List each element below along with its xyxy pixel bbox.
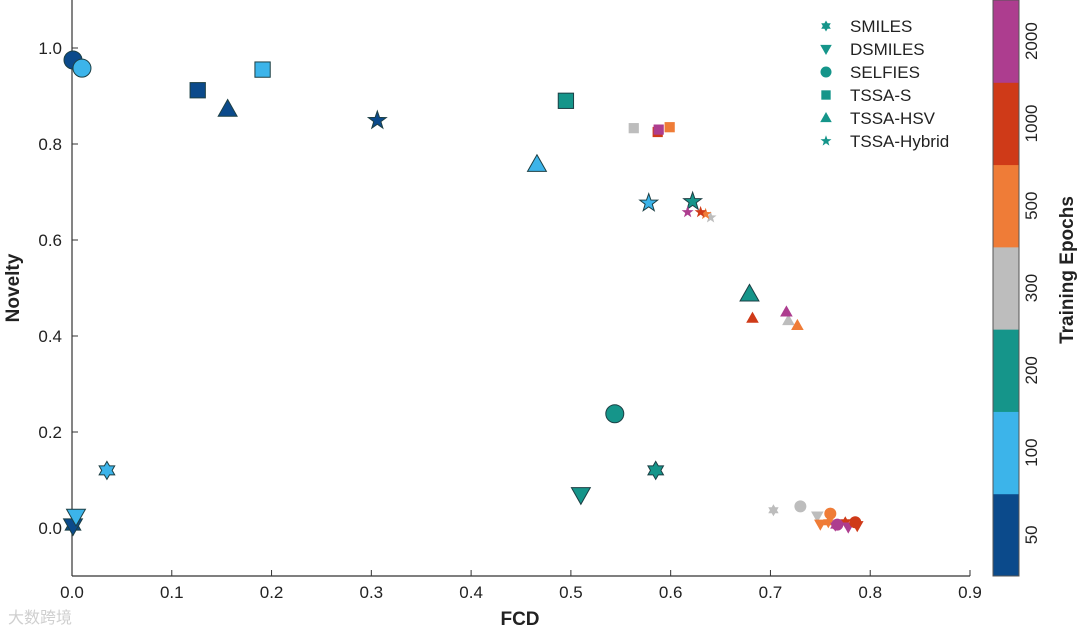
colorbar-tick-label: 200 <box>1022 356 1041 384</box>
legend-marker <box>820 135 832 146</box>
x-tick-label: 0.0 <box>60 583 84 602</box>
marker-tssa-hsv-300 <box>782 314 795 326</box>
x-tick-label: 0.8 <box>858 583 882 602</box>
marker-tssa-hsv-200 <box>739 283 760 302</box>
legend-label: TSSA-Hybrid <box>850 132 949 151</box>
marker-selfies-500 <box>824 507 837 520</box>
x-tick-label: 0.9 <box>958 583 982 602</box>
y-tick-label: 0.2 <box>38 423 62 442</box>
legend-label: TSSA-HSV <box>850 109 936 128</box>
colorbar-segment <box>993 411 1019 495</box>
legend: SMILES DSMILES SELFIES TSSA-S TSSA-HSV TSSA-H… <box>820 17 949 151</box>
data-markers <box>62 50 864 537</box>
legend-label: SELFIES <box>850 63 920 82</box>
marker-selfies-200 <box>605 404 625 424</box>
marker-dsmiles-200 <box>570 487 592 506</box>
legend-marker <box>820 66 832 78</box>
colorbar-segment <box>993 164 1019 248</box>
legend-marker <box>821 90 831 100</box>
marker-tssa-s-100 <box>254 61 271 78</box>
colorbar-segment <box>993 0 1019 83</box>
marker-dsmiles-300 <box>811 511 824 523</box>
marker-tssa-hsv-100 <box>526 153 548 172</box>
x-tick-label: 0.2 <box>260 583 284 602</box>
x-tick-label: 0.1 <box>160 583 184 602</box>
marker-tssa-hsv-50 <box>217 98 238 117</box>
marker-tssa-hsv-2000 <box>780 305 793 317</box>
colorbar-tick-label: 300 <box>1022 274 1041 302</box>
colorbar-tick-label: 50 <box>1022 525 1041 544</box>
marker-tssa-hsv-1000 <box>746 311 759 323</box>
x-tick-label: 0.4 <box>459 583 483 602</box>
legend-marker <box>820 44 832 56</box>
marker-smiles-100 <box>98 460 116 481</box>
y-tick-label: 0.4 <box>38 327 62 346</box>
colorbar-tick-label: 100 <box>1022 438 1041 466</box>
y-tick-label: 0.0 <box>38 519 62 538</box>
marker-tssa-hybrid-200 <box>682 190 704 211</box>
marker-smiles-300 <box>768 504 779 517</box>
marker-tssa-hybrid-300 <box>704 211 717 223</box>
x-tick-label: 0.5 <box>559 583 583 602</box>
marker-tssa-s-500 <box>664 122 675 133</box>
colorbar-tick-label: 500 <box>1022 192 1041 220</box>
y-tick-label: 0.8 <box>38 135 62 154</box>
legend-label: TSSA-S <box>850 86 911 105</box>
x-tick-label: 0.6 <box>659 583 683 602</box>
x-tick-label: 0.7 <box>759 583 783 602</box>
marker-tssa-hybrid-100 <box>638 192 660 212</box>
colorbar-segment <box>993 329 1019 412</box>
colorbar-label: Training Epochs <box>1057 196 1078 344</box>
colorbar-border <box>992 0 1020 577</box>
legend-label: SMILES <box>850 17 912 36</box>
marker-selfies-1000 <box>849 516 862 529</box>
marker-tssa-hybrid-500 <box>699 207 712 220</box>
x-axis-label: FCD <box>500 609 539 630</box>
colorbar: 50 100 200 300 500 1000 2000 <box>992 0 1041 577</box>
marker-tssa-hybrid-50 <box>366 109 388 130</box>
marker-tssa-s-300 <box>628 123 639 134</box>
legend-marker <box>820 111 832 123</box>
marker-tssa-hsv-500 <box>791 318 804 330</box>
colorbar-segment <box>993 493 1019 577</box>
marker-tssa-s-2000 <box>653 124 664 135</box>
marker-smiles-200 <box>647 460 665 481</box>
marker-tssa-hybrid-1000 <box>694 205 707 218</box>
marker-selfies-300 <box>794 500 807 513</box>
colorbar-segment <box>993 82 1019 166</box>
marker-selfies-100 <box>72 58 92 78</box>
legend-label: DSMILES <box>850 40 925 59</box>
marker-dsmiles-100 <box>65 508 87 527</box>
marker-tssa-s-50 <box>189 82 206 99</box>
y-tick-label: 1.0 <box>38 39 62 58</box>
colorbar-tick-label: 1000 <box>1022 105 1041 143</box>
y-tick-label: 0.6 <box>38 231 62 250</box>
y-axis-label: Novelty <box>3 253 24 322</box>
watermark: 大数跨境 <box>8 604 72 628</box>
colorbar-tick-label: 2000 <box>1022 22 1041 60</box>
legend-marker <box>821 20 831 32</box>
watermark-text: 大数跨境 <box>8 608 73 627</box>
marker-dsmiles-500 <box>814 519 827 531</box>
x-tick-label: 0.3 <box>360 583 384 602</box>
marker-selfies-2000 <box>831 518 844 531</box>
plot-frame <box>71 0 970 577</box>
colorbar-segment <box>993 246 1019 330</box>
marker-tssa-hybrid-2000 <box>681 205 694 218</box>
marker-tssa-s-200 <box>557 92 575 109</box>
x-axis: 0.0 0.1 0.2 0.3 0.4 0.5 0.6 0.7 0.8 0.9 <box>60 570 982 602</box>
